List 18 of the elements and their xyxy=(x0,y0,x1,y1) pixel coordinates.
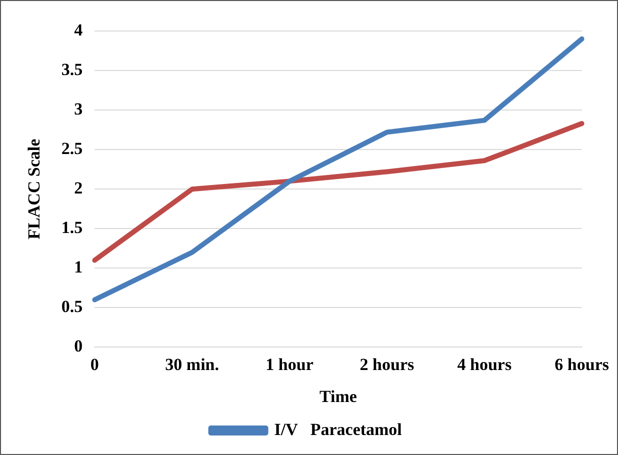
x-tick-label: 30 min. xyxy=(165,354,220,374)
y-tick-label: 0 xyxy=(74,336,83,356)
x-tick-label: 2 hours xyxy=(360,354,415,374)
y-tick-label: 3 xyxy=(74,99,83,118)
x-tick-label: 0 xyxy=(90,354,99,374)
y-tick-label: 0.5 xyxy=(61,297,83,316)
y-tick-label: 1.5 xyxy=(61,218,83,238)
y-tick-label: 1 xyxy=(74,258,83,277)
legend-label: I/V Paracetamol xyxy=(274,420,402,439)
x-tick-label: 4 hours xyxy=(457,354,512,374)
y-tick-label: 2.5 xyxy=(61,138,83,158)
y-axis-title: FLACC Scale xyxy=(24,138,44,240)
y-tick-label: 3.5 xyxy=(61,60,83,79)
y-tick-label: 4 xyxy=(74,20,84,40)
x-axis-title: Time xyxy=(320,387,358,406)
x-tick-label: 6 hours xyxy=(554,354,610,374)
y-tick-label: 2 xyxy=(74,178,83,198)
x-tick-label: 1 hour xyxy=(266,354,314,374)
